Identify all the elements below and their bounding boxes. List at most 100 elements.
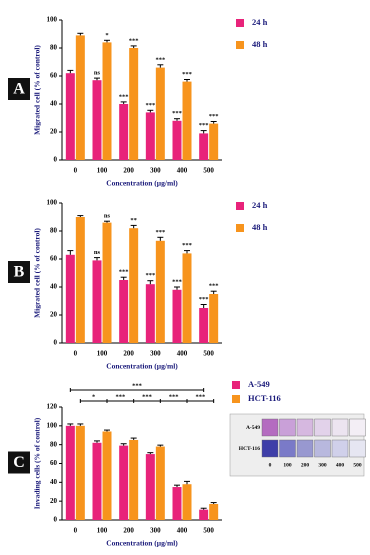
x-axis-label: Concentration (µg/ml) bbox=[106, 179, 178, 188]
bar bbox=[75, 425, 85, 520]
panel-label: A bbox=[13, 81, 25, 98]
inset-image bbox=[314, 439, 331, 458]
bar bbox=[129, 48, 139, 160]
x-tick-label: 0 bbox=[74, 350, 78, 358]
x-axis-label: Concentration (µg/ml) bbox=[106, 539, 178, 548]
inset-col-label: 300 bbox=[318, 462, 327, 468]
bar bbox=[102, 42, 112, 160]
bar bbox=[145, 112, 155, 160]
legend-swatch bbox=[236, 19, 244, 27]
significance-label: * bbox=[105, 32, 108, 39]
inset-col-label: 100 bbox=[283, 462, 292, 468]
bar bbox=[199, 308, 209, 343]
inset-image bbox=[279, 418, 296, 437]
bar bbox=[65, 73, 75, 160]
y-tick-label: 0 bbox=[54, 339, 58, 347]
x-tick-label: 200 bbox=[123, 167, 134, 175]
y-tick-label: 60 bbox=[50, 255, 58, 263]
significance-label: *** bbox=[209, 113, 219, 120]
significance-label: *** bbox=[182, 71, 192, 78]
bar bbox=[119, 104, 129, 160]
inset-row-label: HCT-116 bbox=[239, 446, 260, 452]
inset-image bbox=[314, 418, 331, 437]
y-tick-label: 80 bbox=[50, 227, 58, 235]
bar bbox=[92, 80, 102, 160]
x-tick-label: 300 bbox=[150, 527, 161, 535]
x-tick-label: 200 bbox=[123, 527, 134, 535]
y-tick-label: 80 bbox=[50, 44, 58, 52]
significance-label: ns bbox=[104, 213, 111, 220]
significance-label: *** bbox=[199, 122, 209, 129]
significance-label: *** bbox=[155, 229, 165, 236]
significance-label: ns bbox=[94, 70, 101, 77]
bar bbox=[75, 35, 85, 160]
significance-label: *** bbox=[195, 393, 205, 400]
y-tick-label: 0 bbox=[54, 156, 58, 164]
y-tick-label: 40 bbox=[50, 478, 58, 486]
x-tick-label: 400 bbox=[177, 527, 188, 535]
inset-col-label: 500 bbox=[353, 462, 362, 468]
x-tick-label: 100 bbox=[97, 350, 108, 358]
x-tick-label: 500 bbox=[203, 350, 214, 358]
y-tick-label: 40 bbox=[50, 283, 58, 291]
significance-label: *** bbox=[129, 37, 139, 44]
bar bbox=[172, 289, 182, 343]
bar bbox=[155, 240, 165, 343]
bar bbox=[145, 284, 155, 343]
legend-swatch bbox=[236, 202, 244, 210]
bar bbox=[199, 509, 209, 520]
inset-image bbox=[279, 439, 296, 458]
bar bbox=[102, 222, 112, 343]
x-tick-label: 300 bbox=[150, 167, 161, 175]
significance-label: *** bbox=[145, 272, 155, 279]
bar bbox=[209, 503, 219, 520]
legend-swatch bbox=[232, 381, 240, 389]
bar bbox=[145, 454, 155, 520]
significance-label: *** bbox=[142, 393, 152, 400]
x-tick-label: 400 bbox=[177, 350, 188, 358]
x-tick-label: 0 bbox=[74, 167, 78, 175]
panel-label-box bbox=[8, 78, 30, 100]
y-tick-label: 40 bbox=[50, 100, 58, 108]
y-tick-label: 20 bbox=[50, 311, 58, 319]
panel-label: B bbox=[14, 264, 25, 281]
panel-label-box bbox=[8, 451, 30, 474]
legend-label: 24 h bbox=[252, 17, 268, 27]
legend-swatch bbox=[236, 41, 244, 49]
x-tick-label: 200 bbox=[123, 350, 134, 358]
significance-label: *** bbox=[119, 269, 129, 276]
legend-swatch bbox=[236, 224, 244, 232]
panel-label-box bbox=[8, 261, 30, 283]
y-tick-label: 100 bbox=[47, 16, 58, 24]
y-tick-label: 80 bbox=[50, 440, 58, 448]
y-tick-label: 20 bbox=[50, 497, 58, 505]
bar bbox=[119, 280, 129, 343]
legend-label: HCT-116 bbox=[248, 393, 281, 403]
y-tick-label: 100 bbox=[47, 199, 58, 207]
inset-image bbox=[261, 418, 279, 437]
inset-image bbox=[261, 439, 279, 458]
y-axis-label: Migrated cell (% of control) bbox=[33, 228, 42, 318]
significance-label: *** bbox=[155, 56, 165, 63]
bar bbox=[129, 228, 139, 343]
y-tick-label: 60 bbox=[50, 459, 58, 467]
bar bbox=[182, 484, 192, 520]
y-tick-label: 120 bbox=[47, 403, 58, 411]
significance-label: *** bbox=[132, 382, 142, 389]
bar bbox=[172, 487, 182, 520]
significance-label: *** bbox=[199, 296, 209, 303]
inset-image bbox=[349, 418, 366, 437]
legend-label: 48 h bbox=[252, 222, 268, 232]
significance-label: *** bbox=[209, 283, 219, 290]
x-tick-label: 300 bbox=[150, 350, 161, 358]
significance-label: *** bbox=[172, 110, 182, 117]
bar bbox=[182, 81, 192, 160]
bar bbox=[182, 253, 192, 343]
legend-label: 24 h bbox=[252, 200, 268, 210]
y-axis-label: Migrated cell (% of control) bbox=[33, 45, 42, 135]
significance-label: * bbox=[92, 393, 95, 400]
x-axis-label: Concentration (µg/ml) bbox=[106, 362, 178, 371]
bar bbox=[102, 431, 112, 520]
significance-label: *** bbox=[182, 242, 192, 249]
